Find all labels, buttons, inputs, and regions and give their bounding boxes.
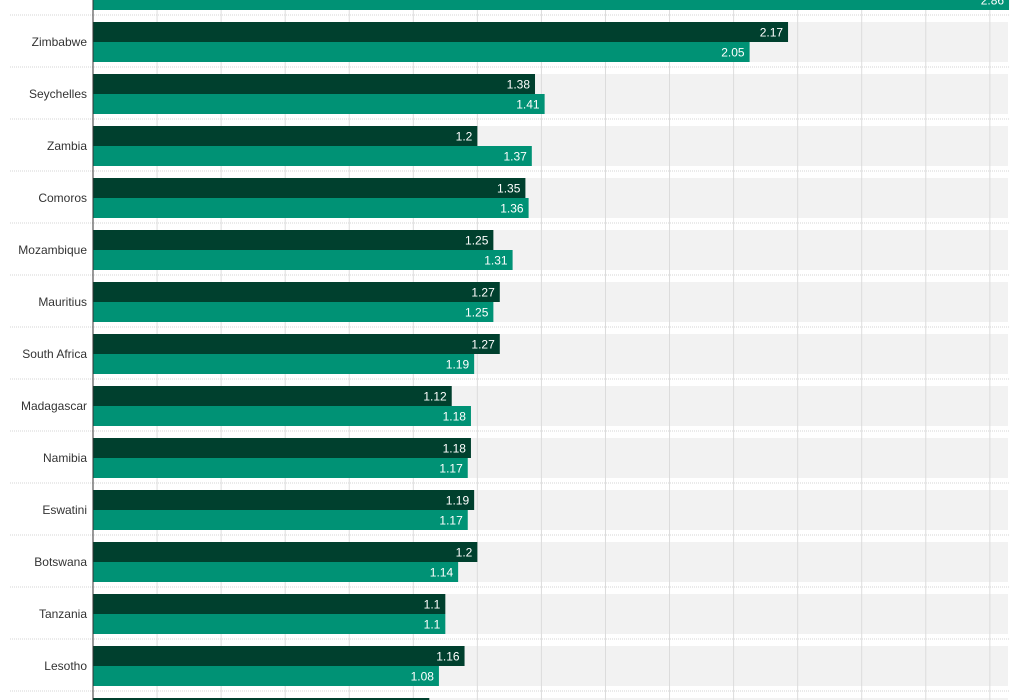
data-label: 1.38: [507, 78, 531, 92]
data-label: 1.37: [503, 150, 527, 164]
bar: [93, 698, 430, 700]
category-label: Eswatini: [42, 503, 87, 517]
data-label: 1.35: [497, 182, 521, 196]
data-label: 1.27: [471, 338, 495, 352]
bar: [93, 646, 465, 666]
bar: [93, 42, 750, 62]
data-label: 1.27: [471, 286, 495, 300]
bar: [93, 666, 439, 686]
data-label: 2.05: [721, 46, 745, 60]
category-label: Mauritius: [38, 295, 87, 309]
bar: [93, 250, 513, 270]
category-label: Zimbabwe: [32, 35, 88, 49]
bar: [93, 74, 536, 94]
bar: [93, 490, 475, 510]
category-label: Madagascar: [21, 399, 87, 413]
category-label: South Africa: [22, 347, 87, 361]
data-label: 1.16: [436, 650, 460, 664]
bar: [93, 386, 452, 406]
data-label: 1.41: [516, 98, 540, 112]
data-label: 1.18: [443, 442, 467, 456]
category-label: Comoros: [38, 191, 87, 205]
bar: [93, 594, 446, 614]
bar: [93, 614, 446, 634]
bar: [93, 354, 475, 374]
category-label: Mozambique: [18, 243, 87, 257]
bar: [93, 126, 478, 146]
data-label: 1.31: [484, 254, 508, 268]
data-label: 1.25: [465, 234, 489, 248]
bar: [93, 94, 545, 114]
data-label: 1.2: [456, 130, 473, 144]
data-label: 1.08: [411, 670, 435, 684]
data-label: 2.17: [760, 26, 784, 40]
data-label: 1.2: [456, 546, 473, 560]
bar: [93, 510, 468, 530]
data-label: 1.19: [446, 358, 470, 372]
data-label: 1.36: [500, 202, 524, 216]
data-label: 1.17: [439, 514, 463, 528]
row-background: [93, 698, 1008, 700]
data-label: 1.1: [424, 598, 441, 612]
bar: [93, 230, 494, 250]
data-label: 1.12: [423, 390, 447, 404]
data-label: 1.17: [439, 462, 463, 476]
bar: [93, 282, 500, 302]
data-label: 1.19: [446, 494, 470, 508]
bar: [93, 198, 529, 218]
category-label: Seychelles: [29, 87, 87, 101]
bar: [93, 562, 459, 582]
data-label: 1.14: [430, 566, 454, 580]
category-label: Tanzania: [39, 607, 87, 621]
bar: [93, 178, 526, 198]
bar: [93, 438, 471, 458]
category-label: Botswana: [34, 555, 87, 569]
bar: [93, 458, 468, 478]
data-label: 1.25: [465, 306, 489, 320]
data-label: 1.18: [443, 410, 467, 424]
bar: [93, 302, 494, 322]
category-label: Lesotho: [44, 659, 87, 673]
category-label: Zambia: [47, 139, 87, 153]
bar: [93, 542, 478, 562]
bar: [93, 406, 471, 426]
category-label: Namibia: [43, 451, 87, 465]
bar: [93, 0, 1010, 10]
data-label: 1.1: [424, 618, 441, 632]
bar: [93, 334, 500, 354]
bar: [93, 22, 789, 42]
data-label: 2.86: [981, 0, 1005, 8]
bar: [93, 146, 532, 166]
